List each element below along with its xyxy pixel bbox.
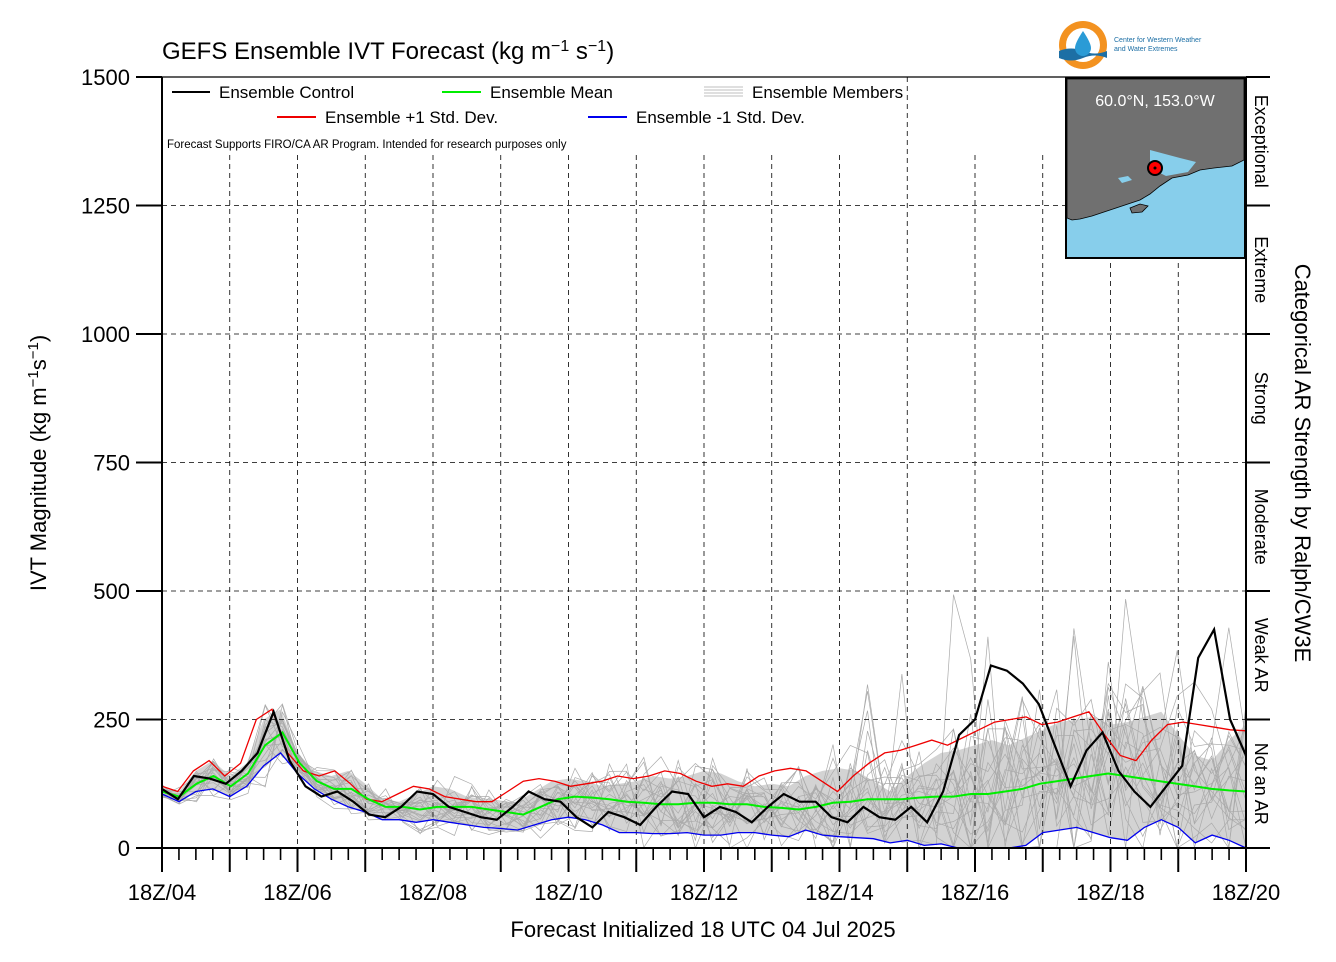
inset-island [1129, 203, 1149, 214]
plot-area: 0 250 500 750 1000 1250 1500 18Z/04 18Z/06 18Z/08… [81, 65, 1280, 905]
cw3e-logo: Center for Western Weather and Water Ext… [1059, 21, 1202, 69]
ensemble-member-line [161, 681, 1247, 850]
series-line-plus-sd [161, 708, 1247, 803]
x-tick-label: 18Z/04 [128, 880, 197, 905]
legend-control-label: Ensemble Control [219, 83, 354, 102]
logo-drop-icon [1075, 31, 1091, 56]
x-tick-label: 18Z/06 [263, 880, 332, 905]
y-tick-label: 1000 [81, 322, 130, 347]
x-axis-label: Forecast Initialized 18 UTC 04 Jul 2025 [510, 917, 895, 942]
chart-title: GEFS Ensemble IVT Forecast (kg m−1 s−1) [162, 38, 614, 66]
inset-map: 60.0°N, 153.0°W [1065, 77, 1246, 259]
right-axis-label: Categorical AR Strength by Ralph/CW3E [1290, 264, 1315, 663]
y-axis-label: IVT Magnitude (kg m−1s−1) [25, 335, 52, 591]
y-tick-label: 1500 [81, 65, 130, 90]
x-tick-label: 18Z/20 [1212, 880, 1281, 905]
ensemble-member-line [161, 599, 1247, 850]
x-tick-label: 18Z/08 [399, 880, 468, 905]
y-tick-label: 750 [93, 451, 130, 476]
legend: Ensemble Control Ensemble Mean Ensemble … [167, 83, 903, 151]
y-tick-label: 250 [93, 708, 130, 733]
research-note: Forecast Supports FIRO/CA AR Program. In… [167, 139, 567, 151]
legend-members-swatch [704, 86, 743, 97]
y-tick-label: 0 [118, 836, 130, 861]
x-tick-label: 18Z/12 [670, 880, 739, 905]
series-line-minus-sd [161, 752, 1247, 849]
y-tick-label: 500 [93, 579, 130, 604]
x-tick-label: 18Z/16 [941, 880, 1010, 905]
category-label: Extreme [1251, 236, 1271, 303]
x-tick-label: 18Z/14 [805, 880, 874, 905]
logo-text-line1: Center for Western Weather [1114, 37, 1202, 44]
category-label: Weak AR [1251, 618, 1271, 693]
logo-text-line2: and Water Extremes [1114, 46, 1178, 53]
inset-land [1066, 78, 1245, 221]
category-label: Strong [1251, 372, 1271, 425]
category-label: Moderate [1251, 489, 1271, 565]
series-line-mean [161, 730, 1247, 816]
x-tick-label: 18Z/10 [534, 880, 603, 905]
category-label: Exceptional [1251, 95, 1271, 188]
legend-members-label: Ensemble Members [752, 83, 903, 102]
inset-coordinate-label: 60.0°N, 153.0°W [1095, 93, 1215, 110]
legend-mean-label: Ensemble Mean [490, 83, 613, 102]
inset-lake [1118, 176, 1132, 183]
category-label: Not an AR [1251, 743, 1271, 825]
x-tick-label: 18Z/18 [1076, 880, 1145, 905]
series-line-control [161, 626, 1248, 829]
ensemble-member-line [161, 594, 1247, 849]
legend-minus-sd-label: Ensemble -1 Std. Dev. [636, 108, 805, 127]
legend-plus-sd-label: Ensemble +1 Std. Dev. [325, 108, 498, 127]
y-tick-label: 1250 [81, 194, 130, 219]
